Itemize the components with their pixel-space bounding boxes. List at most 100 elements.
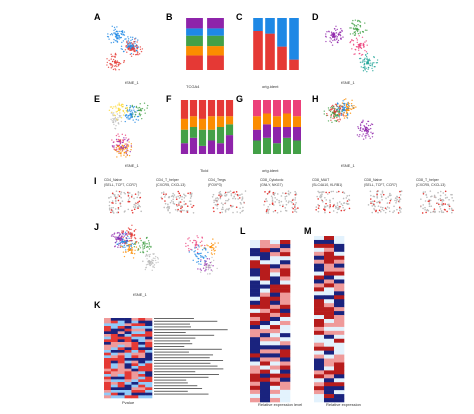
scatter-point [121,230,123,232]
scatter-point [206,258,209,260]
scatter-point [205,260,207,263]
scatter-point [211,253,213,256]
scatter-point [331,121,333,124]
heatmap-cell [314,374,325,379]
heatmap-cell [110,352,119,356]
heatmap-cell [260,264,271,269]
scatter-point [146,107,148,109]
heatmap-cell [314,259,325,264]
heatmap-cell [270,312,281,318]
scatter-point [357,46,359,48]
feature-point [420,205,422,208]
scatter-point [127,231,130,233]
scatter-point [120,244,122,246]
feature-point [338,201,341,203]
heatmap-k [104,318,153,399]
heatmap-cell [270,304,281,310]
scatter-point [127,145,130,147]
scatter-point [352,19,354,22]
feature-point [160,192,163,194]
heatmap-cell [104,384,112,388]
feature-point [342,197,345,200]
scatter-point [124,246,126,249]
scatter-point [118,36,120,39]
scatter-point [210,269,212,271]
panel-letter-i: I [94,176,97,186]
feature-subtitle: (SELL, TCF7, CCR7) [104,183,137,187]
scatter-point [332,115,335,117]
scatter-point [359,52,361,55]
feature-point [115,202,117,205]
scatter-point [371,62,374,64]
heatmap-cell [314,275,325,280]
feature-point [342,191,345,193]
heatmap-cell [104,326,112,329]
scatter-point [200,256,202,258]
scatter-point [356,29,358,31]
feature-point [232,205,234,207]
heatmap-cell [124,382,132,385]
scatter-point [121,30,124,32]
go-term-line [154,343,193,345]
heatmap-cell [260,316,271,322]
scatter-point [131,47,134,50]
scatter-point [203,264,206,266]
heatmap-cell [131,379,139,383]
scatter-point [211,256,213,259]
scatter-point [130,42,132,44]
scatter-point [344,106,347,109]
feature-point [290,200,292,203]
bar-segment [265,33,275,70]
feature-point [216,197,219,199]
feature-point [119,205,122,208]
scatter-point [112,58,115,61]
scatter-point [107,66,110,69]
scatter-point [212,238,214,240]
scatter-point [365,128,367,131]
heatmap-cell [145,384,153,388]
bar-segment [198,145,207,154]
feature-point [317,207,320,209]
heatmap-cell [270,252,281,257]
scatter-point [207,266,210,268]
xlabel-e: tSNE_1 [125,163,139,168]
heatmap-cell [324,271,335,276]
feature-title: CD8_MAIT [312,178,330,182]
feature-point [398,196,401,199]
feature-point [322,191,325,193]
feature-point [444,203,447,205]
scatter-point [365,51,368,53]
scatter-point [206,244,208,246]
heatmap-cell [110,392,119,396]
scatter-point [359,24,362,27]
heatmap-cell [314,390,325,395]
heatmap-cell [124,395,132,399]
heatmap-cell [334,275,345,280]
heatmap-cell [280,272,291,277]
feature-point [264,200,266,203]
feature-point [376,193,378,196]
panel-letter-d: D [312,12,319,22]
feature-point [181,209,183,212]
heatmap-cell [250,333,261,338]
bar-segment [263,113,271,125]
heatmap-cell [110,358,119,361]
feature-point [294,210,296,212]
go-term-line [154,379,187,381]
scatter-point [117,122,120,124]
scatter-point [364,69,367,71]
scatter-point [197,244,200,246]
feature-point [217,198,220,200]
scatter-point [341,102,344,104]
feature-point [189,197,192,199]
heatmap-cell [117,358,125,361]
scatter-point [198,246,200,248]
heatmap-cell [314,307,325,312]
scatter-point [126,143,128,145]
go-term-line [154,360,224,361]
heatmap-cell [280,276,291,281]
scatter-point [124,138,126,141]
scatter-point [131,247,133,249]
feature-point [108,197,110,199]
